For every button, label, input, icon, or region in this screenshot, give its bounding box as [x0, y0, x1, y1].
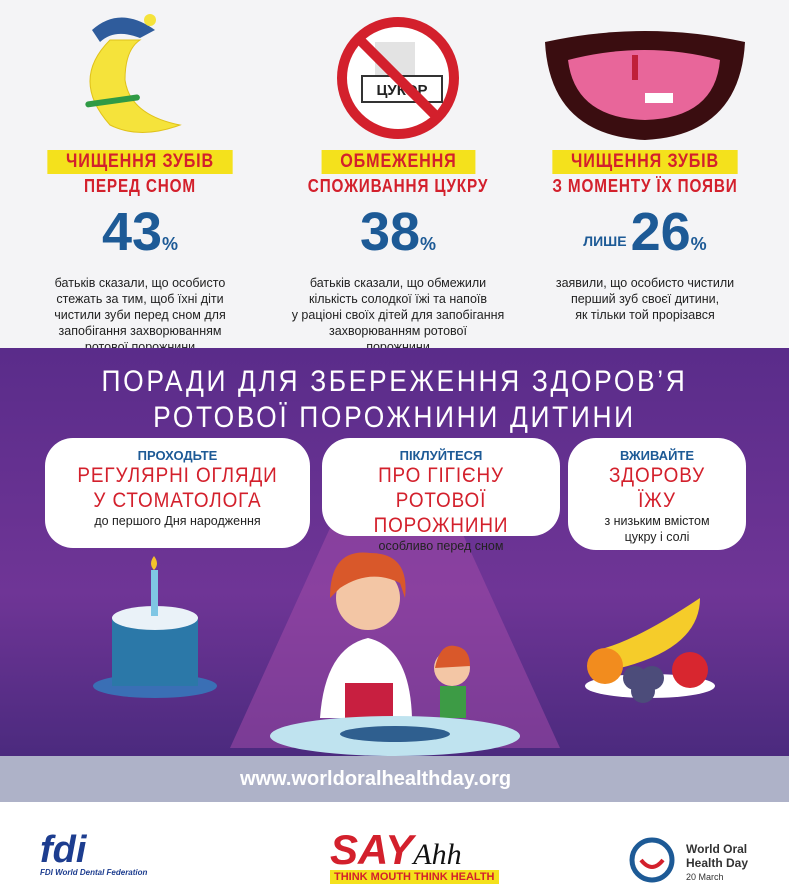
text-line: стежать за тим, щоб їхні діти — [56, 292, 224, 306]
tip-label: ПІКЛУЙТЕСЯ — [399, 448, 483, 463]
fdi-logo: fdi FDI World Dental Federation — [40, 829, 148, 877]
moon-icon — [85, 14, 182, 133]
text-line: батьків сказали, що особисто — [54, 276, 226, 290]
text-line: У СТОМАТОЛОГА — [93, 489, 262, 512]
stat-value-row: 38% — [273, 203, 523, 273]
day-logo-icon — [629, 837, 675, 883]
tip-bubble: ПІКЛУЙТЕСЯ ПРО ГІГІЄНУ РОТОВОЇ ПОРОЖНИНИ … — [322, 438, 560, 553]
website-url: www.worldoralhealthday.org — [0, 756, 789, 802]
stat-description: заявили, що особисто чистили перший зуб с… — [520, 275, 770, 323]
tip-sub: до першого Дня народження — [45, 513, 310, 529]
text-line: кількість солодкої їжі та напоїв — [308, 292, 488, 306]
text-line: як тільки той прорізався — [575, 308, 715, 322]
cake — [93, 556, 217, 698]
stat-value: 26 — [630, 202, 691, 262]
text-line: запобігання захворюванням — [58, 324, 222, 338]
fruits — [585, 598, 715, 703]
text-line: ПРО ГІГІЄНУ РОТОВОЇ — [378, 464, 504, 512]
tip-bubble: ВЖИВАЙТЕ ЗДОРОВУ ЇЖУ з низьким вмістом цук… — [568, 438, 746, 550]
stat-column: ОБМЕЖЕННЯ СПОЖИВАННЯ ЦУКРУ 38% батьків с… — [273, 150, 523, 355]
text-line: особливо перед сном — [378, 539, 504, 553]
stat-unit: % — [162, 234, 179, 254]
stat-value: 43 — [101, 202, 163, 262]
tip-bubble: ПРОХОДЬТЕ РЕГУЛЯРНІ ОГЛЯДИ У СТОМАТОЛОГА … — [45, 438, 310, 548]
text-line: заявили, що особисто чистили — [555, 276, 735, 290]
sink — [270, 716, 520, 756]
tip-main: ЗДОРОВУ ЇЖУ — [568, 463, 746, 513]
text-line: батьків сказали, що обмежили — [309, 276, 487, 290]
fdi-name: FDI World Dental Federation — [40, 868, 148, 877]
tip-label: ПРОХОДЬТЕ — [137, 448, 218, 463]
stat-description: батьків сказали, що особисто стежать за т… — [15, 275, 265, 355]
stat-value-row: 43% — [15, 203, 265, 273]
stat-title: ЧИЩЕННЯ ЗУБІВ — [552, 150, 738, 174]
text-line: ПОРОЖНИНИ — [373, 514, 509, 537]
text-line: з низьким вмістом — [604, 514, 710, 528]
tip-main: РЕГУЛЯРНІ ОГЛЯДИ У СТОМАТОЛОГА — [45, 463, 310, 513]
stat-icons: ЦУКОР — [85, 14, 745, 140]
stat-value: 38 — [359, 202, 421, 262]
tip-sub: особливо перед сном — [322, 538, 560, 554]
stat-subtitle: ПЕРЕД СНОМ — [83, 176, 197, 196]
text-line: цукру і солі — [624, 530, 690, 544]
text-line: у раціоні своїх дітей для запобігання — [291, 308, 505, 322]
tips-heading: ПОРАДИ ДЛЯ ЗБЕРЕЖЕННЯ ЗДОРОВ’Я РОТОВОЇ ПО… — [0, 364, 789, 436]
stat-column: ЧИЩЕННЯ ЗУБІВ ПЕРЕД СНОМ 43% батьків ска… — [15, 150, 265, 355]
fdi-mark: fdi — [40, 829, 87, 871]
text-line: РЕГУЛЯРНІ ОГЛЯДИ — [77, 464, 278, 487]
mouth-icon — [545, 31, 745, 140]
no-sugar-icon: ЦУКОР — [337, 17, 459, 139]
tips-illustration — [93, 528, 715, 756]
stat-prefix: ЛИШЕ — [583, 233, 627, 249]
text-line: перший зуб своєї дитини, — [570, 292, 720, 306]
stat-description: батьків сказали, що обмежили кількість со… — [273, 275, 523, 355]
stat-title: ОБМЕЖЕННЯ — [321, 150, 475, 174]
text-line: ЇЖУ — [638, 489, 676, 512]
text-line: чистили зуби перед сном для — [54, 308, 226, 322]
text-line: ПОРАДИ ДЛЯ ЗБЕРЕЖЕННЯ ЗДОРОВ’Я — [101, 365, 688, 398]
text-line: ЗДОРОВУ — [608, 464, 706, 487]
day-line: Health Day — [686, 856, 749, 870]
stat-unit: % — [690, 234, 707, 254]
stat-column: ЧИЩЕННЯ ЗУБІВ З МОМЕНТУ ЇХ ПОЯВИ ЛИШЕ26%… — [520, 150, 770, 323]
tip-sub: з низьким вмістом цукру і солі — [568, 513, 746, 545]
day-line: World Oral — [686, 842, 748, 856]
stat-subtitle: СПОЖИВАННЯ ЦУКРУ — [307, 176, 489, 196]
stat-unit: % — [420, 234, 437, 254]
tip-label: ВЖИВАЙТЕ — [619, 448, 695, 463]
day-logo-text: World Oral Health Day 20 March — [686, 842, 748, 884]
campaign-logo: SAYAhh THINK MOUTH THINK HEALTH — [330, 826, 499, 884]
text-line: до першого Дня народження — [94, 514, 261, 528]
campaign-say: SAY — [330, 826, 414, 873]
stat-title: ЧИЩЕННЯ ЗУБІВ — [47, 150, 233, 174]
stat-subtitle: З МОМЕНТУ ЇХ ПОЯВИ — [552, 176, 738, 196]
day-date: 20 March — [686, 872, 724, 882]
stat-value-row: ЛИШЕ26% — [520, 203, 770, 273]
campaign-slogan: THINK MOUTH THINK HEALTH — [330, 870, 499, 884]
text-line: захворюванням ротової — [329, 324, 467, 338]
tip-main: ПРО ГІГІЄНУ РОТОВОЇ ПОРОЖНИНИ — [322, 463, 560, 538]
text-line: РОТОВОЇ ПОРОЖНИНИ ДИТИНИ — [153, 401, 636, 434]
campaign-ahh: Ahh — [413, 838, 462, 871]
mother-and-child — [320, 552, 470, 718]
